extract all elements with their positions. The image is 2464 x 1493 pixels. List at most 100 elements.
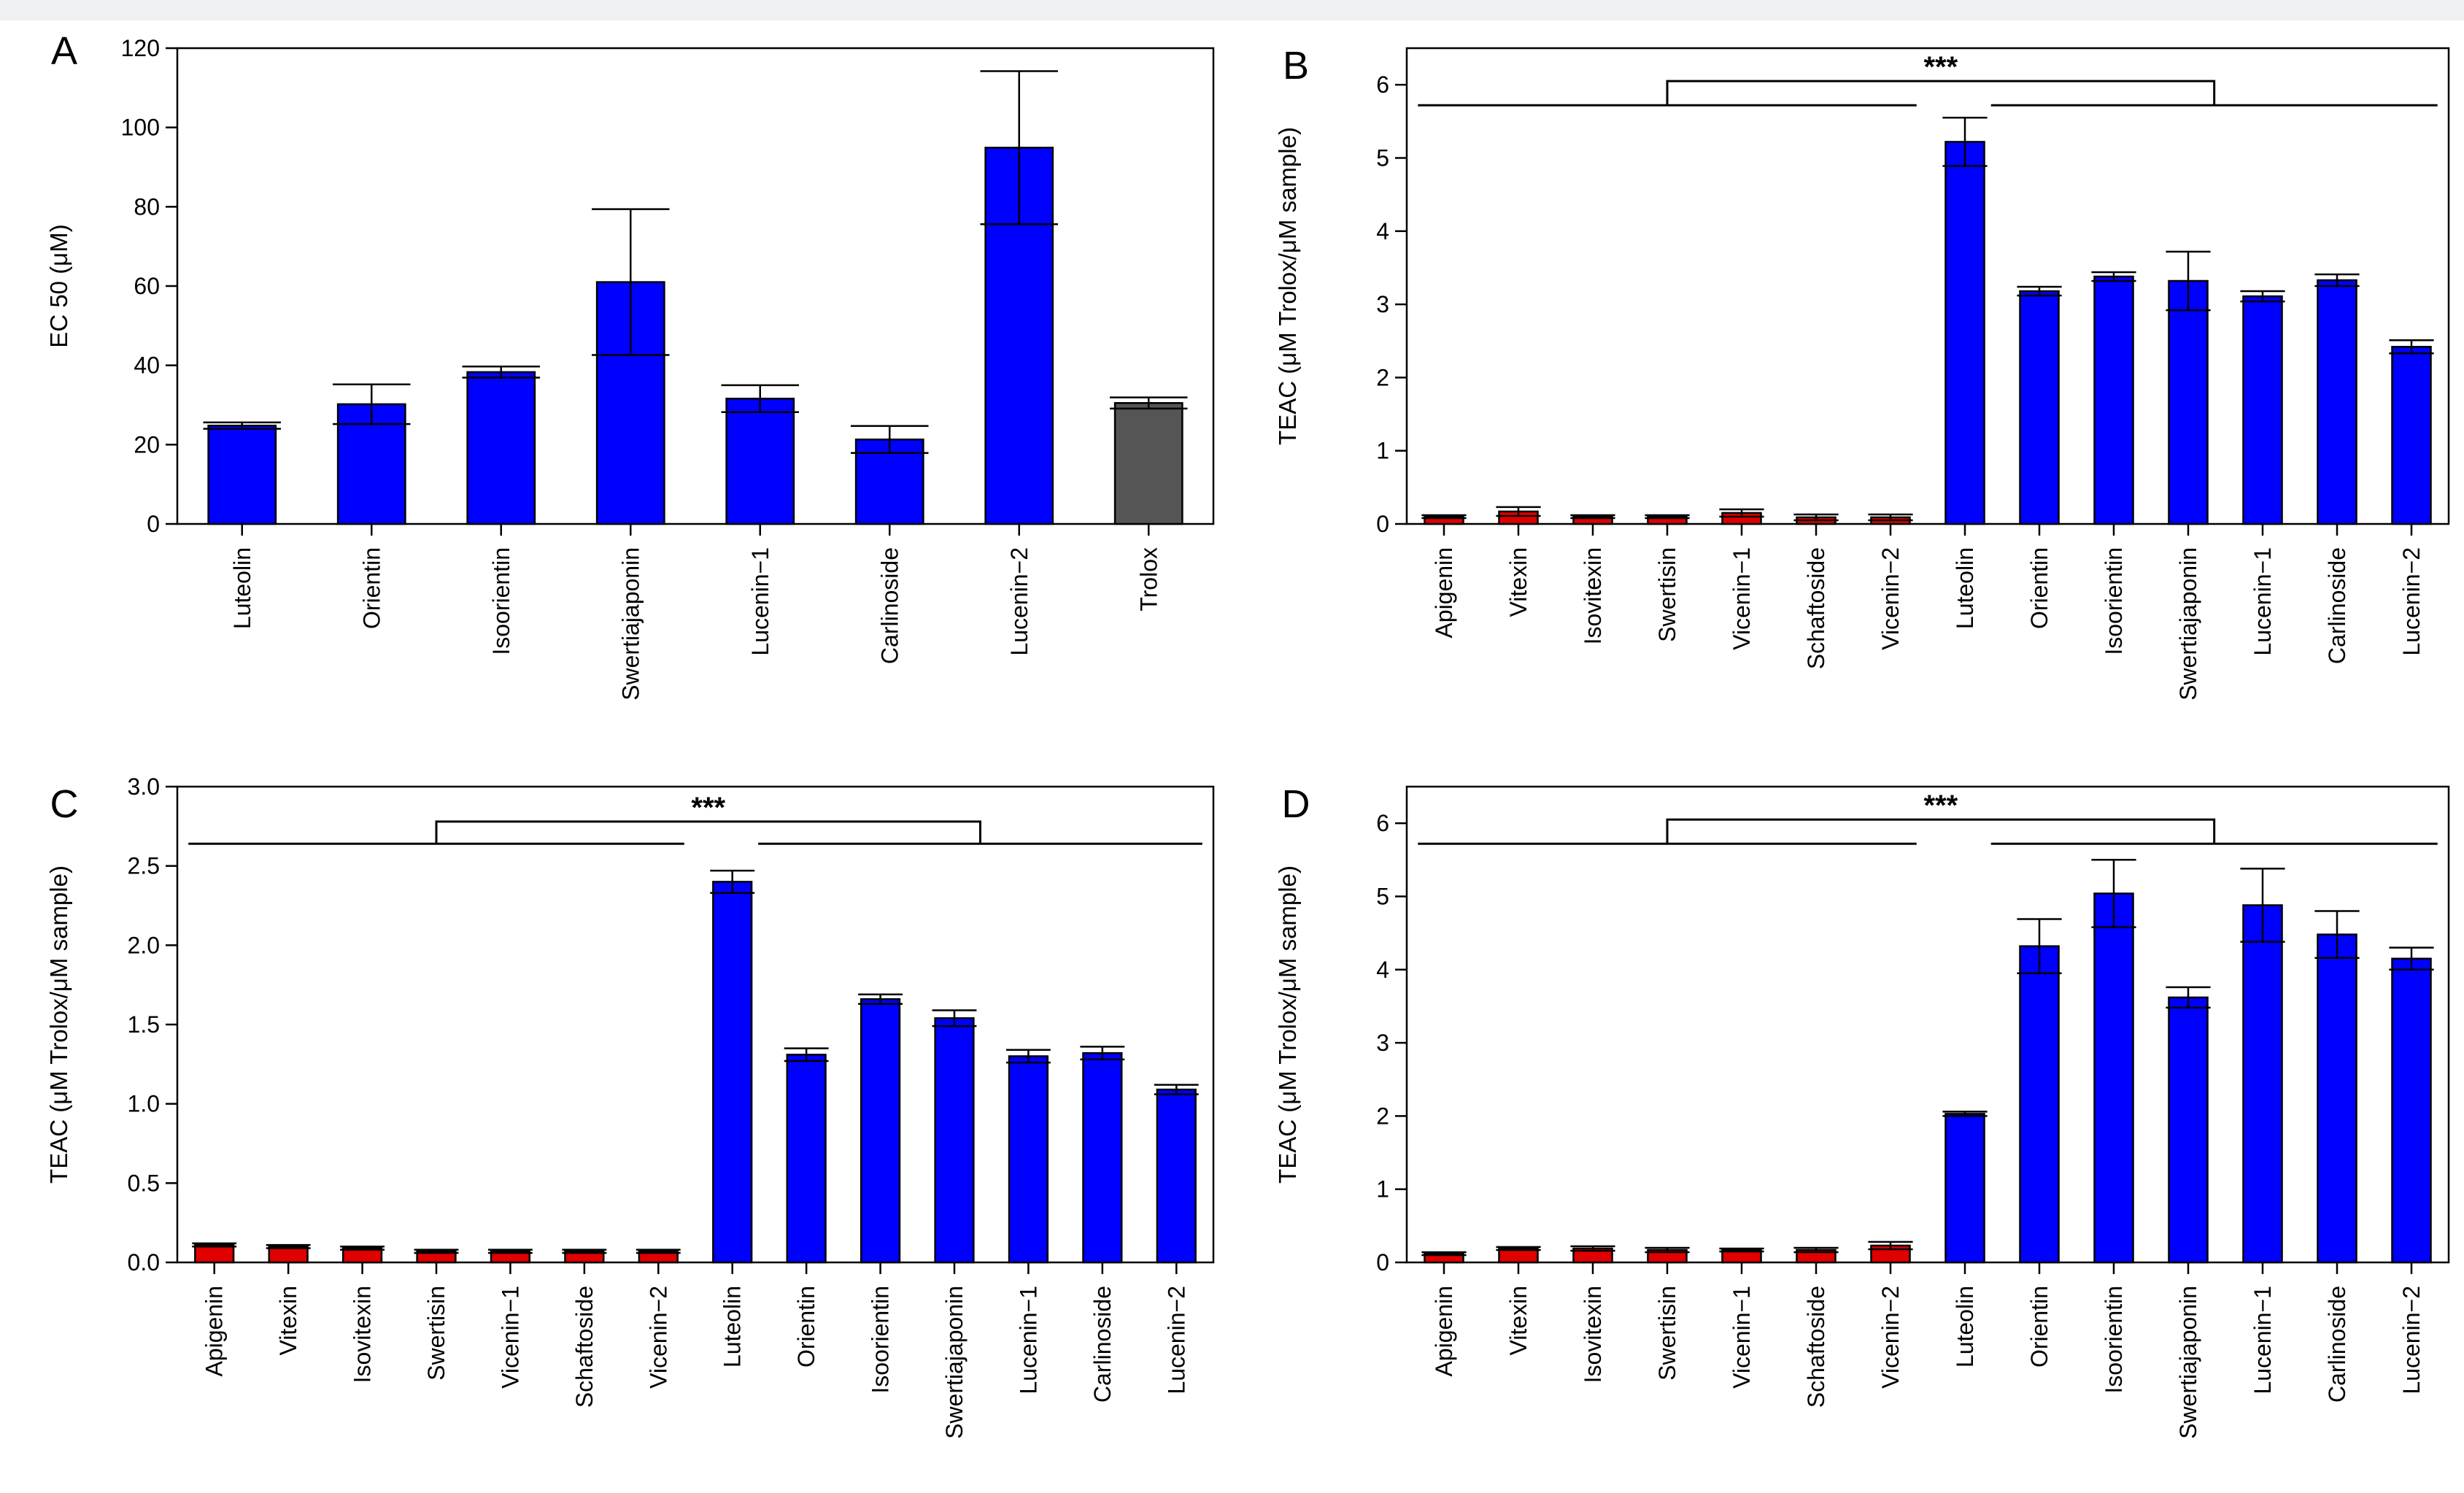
y-tick-label: 120	[121, 35, 160, 61]
bar	[860, 998, 901, 1264]
x-tick-label: Orientin	[793, 1286, 819, 1367]
bar	[2391, 957, 2432, 1264]
x-tick-label: Swertiajaponin	[2175, 547, 2201, 701]
y-tick-label: 4	[1376, 957, 1389, 983]
y-axis-label: TEAC (μM Trolox/μM sample)	[45, 865, 72, 1184]
bar	[466, 371, 536, 525]
significance-bracket	[1666, 818, 2216, 844]
bar	[1156, 1088, 1197, 1264]
y-tick-label: 3	[1376, 291, 1389, 317]
y-tick-label: 2.5	[128, 853, 160, 879]
bar	[207, 425, 277, 525]
bar	[1008, 1055, 1049, 1264]
significance-bracket	[1666, 80, 2216, 106]
significance-label: ***	[691, 792, 725, 824]
bar	[2168, 279, 2209, 525]
plot-frame	[176, 785, 1215, 1264]
bar	[2317, 279, 2357, 525]
x-tick-label: Lucenin−2	[2398, 1286, 2425, 1394]
y-tick-label: 3	[1376, 1030, 1389, 1056]
y-tick-label: 3.0	[128, 773, 160, 800]
bar	[194, 1243, 235, 1264]
x-tick-label: Vitexin	[1505, 1286, 1532, 1355]
y-tick-label: 1	[1376, 438, 1389, 464]
bar	[2168, 996, 2209, 1264]
y-tick-label: 1.0	[128, 1091, 160, 1117]
x-tick-label: Carlinoside	[876, 547, 903, 664]
y-tick-label: 5	[1376, 144, 1389, 171]
x-tick-label: Trolox	[1135, 547, 1162, 612]
x-tick-label: Apigenin	[1431, 547, 1457, 639]
x-tick-label: Luteolin	[719, 1286, 746, 1367]
plot-frame	[1405, 47, 2450, 525]
plot-frame	[1405, 785, 2450, 1264]
x-tick-label: Carlinoside	[1089, 1286, 1116, 1403]
y-axis-label: TEAC (μM Trolox/μM sample)	[1274, 127, 1301, 445]
x-tick-label: Vicenin−2	[1877, 547, 1904, 650]
x-tick-label: Lucenin−1	[747, 547, 773, 656]
panel-label: C	[50, 782, 79, 826]
x-tick-label: Vicenin−2	[1877, 1286, 1904, 1389]
y-tick-label: 0	[1376, 1249, 1389, 1276]
x-tick-label: Lucenin−1	[2249, 547, 2276, 656]
x-tick-label: Swertisin	[1654, 1286, 1680, 1381]
x-tick-label: Schaftoside	[1803, 547, 1829, 669]
x-tick-label: Lucenin−1	[2249, 1286, 2276, 1394]
x-tick-label: Carlinoside	[2324, 1286, 2350, 1403]
y-tick-label: 40	[134, 352, 160, 379]
x-tick-label: Orientin	[2026, 547, 2052, 629]
x-tick-label: Schaftoside	[1803, 1286, 1829, 1408]
panel-a: 0 20 40 60 80 100 120 EC 50 (μM) A Luteolin Orient…	[45, 29, 1215, 701]
plot-frame	[176, 47, 1215, 525]
y-tick-label: 100	[121, 115, 160, 141]
x-tick-label: Vicenin−1	[497, 1286, 523, 1389]
x-tick-label: Luteolin	[1952, 547, 1978, 629]
y-axis-label: EC 50 (μM)	[45, 224, 72, 347]
x-tick-label: Carlinoside	[2324, 547, 2350, 664]
y-tick-label: 2.0	[128, 932, 160, 958]
panel-label: B	[1283, 44, 1309, 88]
bar	[934, 1017, 975, 1264]
significance-label: ***	[1923, 790, 1958, 822]
y-tick-label: 0	[147, 511, 160, 537]
x-tick-label: Isoorientin	[488, 547, 514, 655]
x-tick-label: Schaftoside	[571, 1286, 598, 1408]
x-tick-label: Isoorientin	[2101, 547, 2127, 655]
x-tick-label: Lucenin−1	[1015, 1286, 1041, 1394]
x-tick-label: Isoorientin	[2101, 1286, 2127, 1394]
y-tick-label: 20	[134, 431, 160, 458]
y-axis-label: TEAC (μM Trolox/μM sample)	[1274, 865, 1301, 1184]
x-tick-label: Vitexin	[275, 1286, 301, 1355]
x-tick-label: Orientin	[358, 547, 385, 629]
panel-b: 0 1 2 3 4 5 6 TEAC (μM Trolox/μM sample) B Apigen…	[1274, 44, 2450, 701]
x-tick-label: Apigenin	[201, 1286, 228, 1377]
y-tick-label: 4	[1376, 218, 1389, 244]
x-tick-label: Vicenin−2	[645, 1286, 671, 1389]
bar	[2317, 933, 2357, 1264]
y-tick-label: 2	[1376, 1103, 1389, 1129]
bar	[725, 398, 795, 525]
bar	[712, 881, 753, 1264]
panel-label: A	[51, 29, 77, 73]
x-tick-label: Swertiajaponin	[2175, 1286, 2201, 1439]
panel-d: 0 1 2 3 4 5 6 TEAC (μM Trolox/μM sample) D Apigen…	[1274, 782, 2450, 1439]
top-strip	[0, 0, 2464, 20]
y-tick-label: 0	[1376, 511, 1389, 537]
x-tick-label: Swertiajaponin	[617, 547, 644, 701]
x-tick-label: Vitexin	[1505, 547, 1532, 617]
significance-bracket	[435, 820, 981, 844]
x-tick-label: Swertiajaponin	[941, 1286, 968, 1439]
bar	[2391, 346, 2432, 525]
x-tick-label: Lucenin−2	[2398, 547, 2425, 656]
significance-label: ***	[1923, 51, 1958, 83]
y-tick-label: 0.5	[128, 1170, 160, 1196]
panel-c: 0.0 0.5 1.0 1.5 2.0 2.5 3.0 TEAC (μM Trolox/μM …	[45, 773, 1215, 1439]
y-tick-label: 1.5	[128, 1011, 160, 1038]
bar	[1082, 1052, 1123, 1264]
x-tick-label: Apigenin	[1431, 1286, 1457, 1377]
y-tick-label: 6	[1376, 810, 1389, 836]
x-tick-label: Vicenin−1	[1729, 1286, 1755, 1389]
panel-label: D	[1282, 782, 1310, 826]
bar	[2019, 945, 2060, 1264]
y-tick-label: 5	[1376, 883, 1389, 909]
